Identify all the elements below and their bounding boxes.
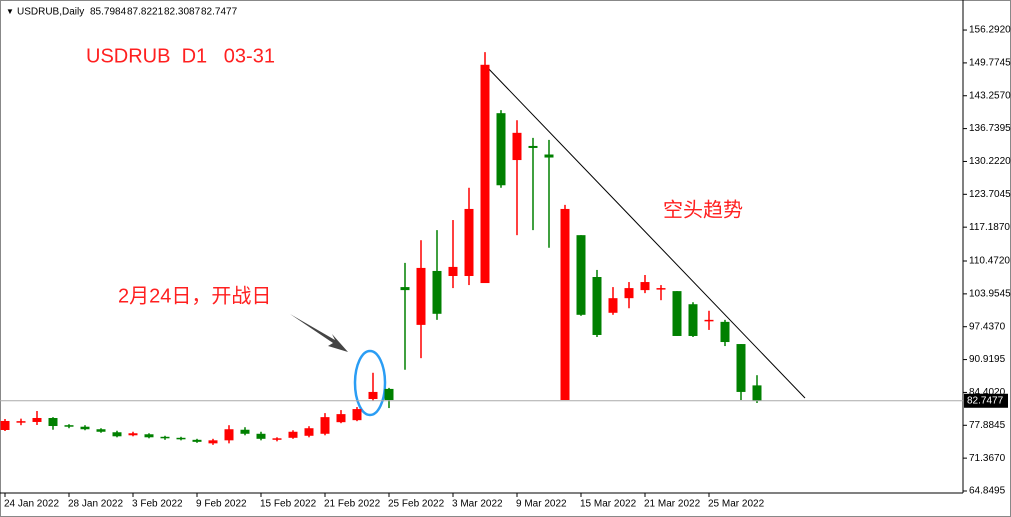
y-tick-label: 123.7045: [969, 189, 1011, 200]
candle-body: [416, 267, 426, 325]
x-tick-label: 25 Mar 2022: [708, 499, 765, 510]
y-tick-label: 136.7395: [969, 123, 1011, 134]
candle-body: [128, 433, 138, 436]
x-tick-label: 21 Mar 2022: [644, 499, 701, 510]
y-tick-label: 77.8845: [969, 420, 1006, 431]
pointer-arrow: [290, 314, 348, 352]
candle-body: [80, 426, 90, 430]
current-price-label: 82.7477: [967, 395, 1004, 406]
annotation: 空头趋势: [663, 198, 743, 221]
candle-body: [272, 438, 282, 440]
y-tick-label: 156.2920: [969, 25, 1011, 36]
candle-body: [288, 431, 298, 438]
x-tick-label: 9 Feb 2022: [196, 499, 247, 510]
candle-body: [400, 287, 410, 291]
y-tick-label: 64.8495: [969, 486, 1006, 497]
y-tick-label: 71.3670: [969, 453, 1006, 464]
candle-body: [544, 154, 554, 158]
candle-body: [656, 288, 666, 290]
candle-body: [64, 425, 74, 427]
x-tick-label: 3 Feb 2022: [132, 499, 183, 510]
candle-body: [256, 433, 266, 439]
candle-body: [512, 132, 522, 161]
highlight-ellipse: [353, 349, 387, 417]
trend-line: [484, 64, 806, 399]
current-price-box: [964, 393, 1008, 408]
candle-body: [320, 417, 330, 434]
y-tick-label: 97.4370: [969, 321, 1006, 332]
candle-body: [448, 266, 458, 276]
y-tick-label: 117.1870: [969, 222, 1010, 233]
y-tick-label: 110.4720: [969, 256, 1010, 267]
candle-body: [16, 421, 26, 423]
plot: 156.2920 149.7745 143.2570 136.7395 130.2220…: [0, 25, 1011, 510]
x-tick-label: 15 Mar 2022: [580, 499, 637, 510]
y-tick-label: 143.2570: [969, 90, 1011, 101]
candle-body: [384, 388, 394, 400]
candle-body: [624, 288, 634, 299]
header-symbol: USDRUB,Daily: [17, 7, 84, 18]
header-open: 85.7984: [90, 7, 127, 18]
candle-body: [192, 439, 202, 442]
candle-body: [368, 391, 378, 399]
x-tick-label: 24 Jan 2022: [4, 499, 59, 510]
header-close: 82.7477: [201, 7, 238, 18]
candle-body: [0, 420, 10, 430]
candle-body: [336, 414, 346, 423]
header-arrow: ▼: [6, 7, 14, 16]
x-tick-label: 9 Mar 2022: [516, 499, 567, 510]
candle-body: [752, 385, 762, 401]
x-tick-label: 25 Feb 2022: [388, 499, 445, 510]
header-low: 82.3087: [164, 7, 201, 18]
y-tick-label: 103.9545: [969, 289, 1011, 300]
y-tick-label: 84.4020: [969, 387, 1006, 398]
candle-body: [112, 432, 122, 437]
candle-body: [432, 270, 442, 314]
candle-body: [528, 145, 538, 148]
annotation: 2月24日，开战日: [118, 284, 271, 307]
candle-body: [464, 208, 474, 276]
candle-body: [480, 64, 490, 284]
candle-body: [240, 429, 250, 434]
candle-body: [48, 417, 58, 427]
candle-body: [736, 344, 746, 392]
candle-body: [704, 319, 714, 322]
x-tick-label: 28 Jan 2022: [68, 499, 123, 510]
y-tick-label: 130.2220: [969, 156, 1011, 167]
candle-body: [144, 434, 154, 438]
y-tick-label: 90.9195: [969, 354, 1006, 365]
candle-body: [640, 282, 650, 291]
candle-body: [720, 321, 730, 343]
candle-body: [560, 208, 570, 400]
candle-body: [32, 417, 42, 422]
candle-body: [224, 429, 234, 441]
x-tick-label: 15 Feb 2022: [260, 499, 317, 510]
x-tick-label: 21 Feb 2022: [324, 499, 381, 510]
y-tick-label: 149.7745: [969, 58, 1011, 69]
candle-body: [208, 440, 218, 444]
candle-body: [304, 428, 314, 436]
candle-body: [96, 429, 106, 432]
candle-body: [672, 291, 682, 336]
candle-body: [176, 437, 186, 440]
candle-body: [688, 304, 698, 336]
candle-body: [352, 409, 362, 421]
candle-body: [608, 298, 618, 313]
candle-body: [496, 113, 506, 186]
candle-body: [576, 235, 586, 315]
candle-body: [160, 436, 170, 439]
x-tick-label: 3 Mar 2022: [452, 499, 503, 510]
candle-body: [592, 277, 602, 335]
chart-title: USDRUB D1 03-31: [86, 45, 275, 67]
header-high: 87.8221: [127, 7, 164, 18]
